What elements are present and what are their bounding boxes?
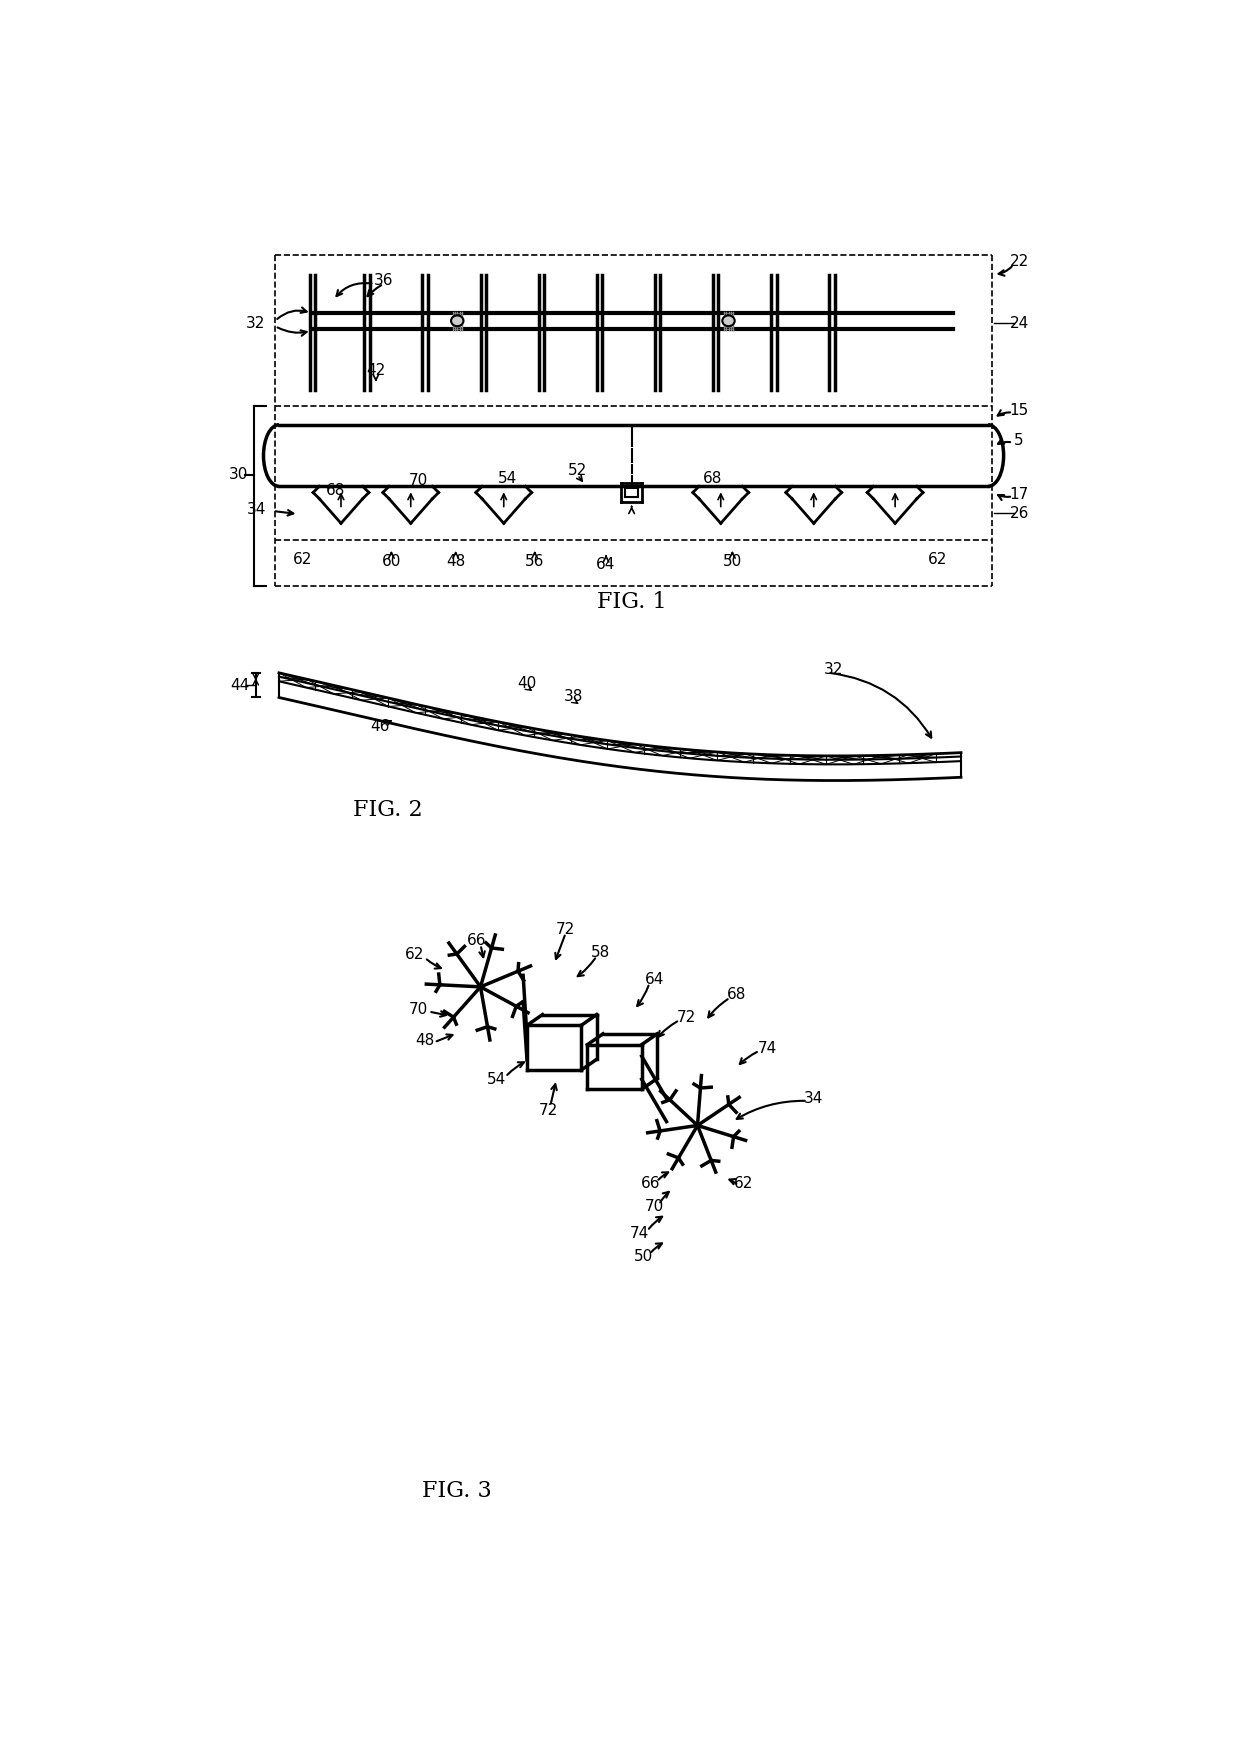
FancyArrowPatch shape bbox=[275, 511, 294, 516]
Text: 17: 17 bbox=[1009, 486, 1029, 502]
FancyArrowPatch shape bbox=[651, 1243, 662, 1251]
FancyArrowPatch shape bbox=[708, 999, 728, 1018]
Text: 62: 62 bbox=[734, 1177, 754, 1190]
FancyArrowPatch shape bbox=[649, 1217, 662, 1229]
FancyArrowPatch shape bbox=[737, 1102, 805, 1119]
FancyArrowPatch shape bbox=[578, 959, 595, 976]
FancyArrowPatch shape bbox=[740, 1053, 756, 1063]
FancyArrowPatch shape bbox=[998, 267, 1012, 275]
Text: 48: 48 bbox=[446, 554, 465, 568]
Text: 62: 62 bbox=[928, 553, 947, 566]
FancyArrowPatch shape bbox=[998, 495, 1011, 500]
Text: FIG. 3: FIG. 3 bbox=[423, 1480, 492, 1502]
Text: 56: 56 bbox=[525, 554, 544, 568]
FancyArrowPatch shape bbox=[637, 985, 649, 1006]
Text: 66: 66 bbox=[641, 1177, 661, 1190]
Text: 62: 62 bbox=[405, 946, 424, 962]
FancyArrowPatch shape bbox=[480, 946, 485, 957]
Text: 24: 24 bbox=[1009, 315, 1029, 331]
Text: 34: 34 bbox=[247, 502, 265, 518]
Ellipse shape bbox=[722, 315, 734, 326]
FancyArrowPatch shape bbox=[658, 1021, 677, 1037]
Text: 64: 64 bbox=[596, 558, 616, 572]
Text: 72: 72 bbox=[556, 922, 575, 936]
FancyArrowPatch shape bbox=[658, 1173, 668, 1180]
Text: 50: 50 bbox=[634, 1250, 653, 1264]
Text: 58: 58 bbox=[591, 945, 610, 960]
Text: FIG. 1: FIG. 1 bbox=[596, 591, 666, 614]
Text: 15: 15 bbox=[1009, 403, 1029, 418]
Text: 30: 30 bbox=[229, 467, 248, 483]
Text: 5: 5 bbox=[1014, 432, 1024, 448]
FancyArrowPatch shape bbox=[367, 286, 381, 296]
Text: FIG. 2: FIG. 2 bbox=[352, 798, 423, 821]
Text: 44: 44 bbox=[231, 678, 250, 692]
Text: 74: 74 bbox=[630, 1225, 649, 1241]
FancyArrowPatch shape bbox=[998, 439, 1011, 444]
Text: 38: 38 bbox=[564, 688, 583, 704]
FancyArrowPatch shape bbox=[729, 1178, 737, 1183]
FancyArrowPatch shape bbox=[998, 410, 1011, 415]
Text: 64: 64 bbox=[645, 971, 665, 987]
FancyArrowPatch shape bbox=[278, 328, 306, 336]
Text: 42: 42 bbox=[366, 363, 386, 378]
Text: 66: 66 bbox=[467, 933, 486, 948]
Text: 54: 54 bbox=[486, 1072, 506, 1086]
Text: 74: 74 bbox=[758, 1041, 777, 1056]
Text: 72: 72 bbox=[676, 1011, 696, 1025]
Text: 70: 70 bbox=[645, 1199, 665, 1213]
Ellipse shape bbox=[451, 315, 464, 326]
Text: 68: 68 bbox=[703, 471, 723, 486]
Text: 26: 26 bbox=[1009, 505, 1029, 521]
Text: 62: 62 bbox=[293, 553, 312, 566]
Text: 72: 72 bbox=[539, 1103, 558, 1117]
FancyArrowPatch shape bbox=[556, 936, 564, 959]
Text: 22: 22 bbox=[1009, 254, 1029, 268]
Text: 46: 46 bbox=[370, 720, 389, 734]
FancyArrowPatch shape bbox=[831, 673, 931, 737]
Text: 60: 60 bbox=[382, 554, 401, 568]
Text: 40: 40 bbox=[517, 676, 537, 690]
Text: 48: 48 bbox=[415, 1034, 434, 1048]
Text: 68: 68 bbox=[326, 483, 345, 498]
Text: 70: 70 bbox=[409, 472, 428, 488]
Text: 70: 70 bbox=[409, 1002, 428, 1018]
FancyArrowPatch shape bbox=[660, 1192, 668, 1203]
Text: 32: 32 bbox=[246, 315, 265, 331]
Text: 32: 32 bbox=[823, 662, 843, 676]
FancyArrowPatch shape bbox=[278, 307, 306, 319]
FancyArrowPatch shape bbox=[551, 1084, 557, 1103]
FancyArrowPatch shape bbox=[432, 1011, 446, 1016]
Text: 68: 68 bbox=[727, 987, 746, 1002]
FancyArrowPatch shape bbox=[336, 282, 372, 296]
Text: 36: 36 bbox=[374, 272, 393, 288]
Text: 52: 52 bbox=[568, 464, 587, 479]
FancyArrowPatch shape bbox=[427, 959, 441, 969]
FancyArrowPatch shape bbox=[507, 1061, 525, 1075]
FancyArrowPatch shape bbox=[436, 1034, 453, 1041]
Text: 34: 34 bbox=[804, 1091, 823, 1107]
Text: 50: 50 bbox=[723, 554, 742, 568]
Text: 54: 54 bbox=[498, 471, 517, 486]
